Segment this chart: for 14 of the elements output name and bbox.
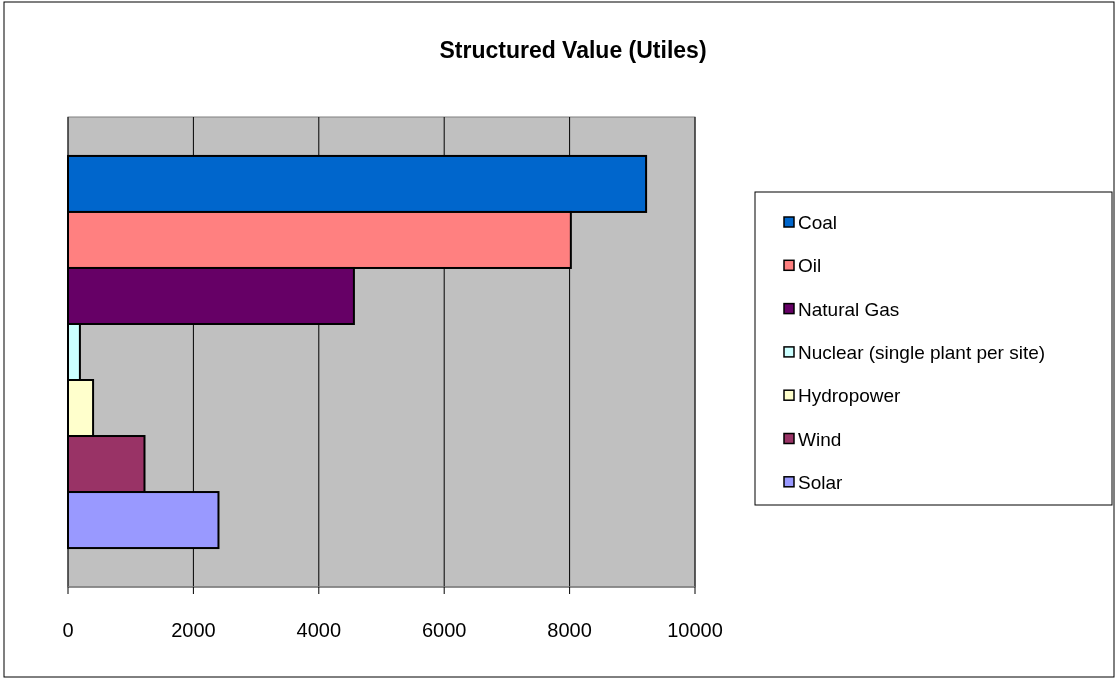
- chart-title: Structured Value (Utiles): [439, 37, 707, 63]
- legend-label: Wind: [798, 428, 842, 450]
- legend-label: Hydropower: [798, 385, 902, 407]
- x-tick-label: 6000: [421, 619, 467, 641]
- x-tick-label: 2000: [171, 619, 216, 641]
- x-tick-label: 10000: [667, 619, 723, 641]
- x-tick-label: 8000: [547, 619, 592, 641]
- legend-label: Solar: [798, 471, 844, 493]
- legend-label: Oil: [798, 255, 822, 277]
- legend-label: Natural Gas: [798, 298, 900, 320]
- x-tick-label: 4000: [296, 619, 342, 641]
- x-tick-label: 0: [62, 619, 74, 641]
- legend-label: Nuclear (single plant per site): [798, 341, 1046, 363]
- legend-label: Coal: [798, 212, 838, 233]
